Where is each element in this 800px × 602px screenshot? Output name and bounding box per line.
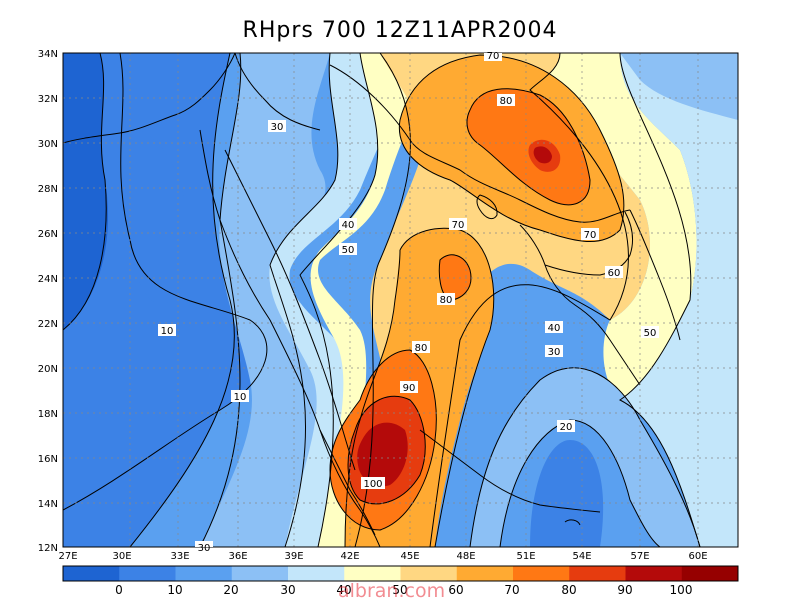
colorbar-tick: 100: [670, 583, 693, 597]
contour-label: 80: [412, 341, 430, 354]
svg-text:10: 10: [234, 392, 247, 403]
svg-text:20: 20: [560, 422, 573, 433]
lon-label: 51E: [516, 551, 535, 562]
contour-label: 70: [581, 228, 599, 241]
colorbar-swatch: [175, 566, 233, 581]
colorbar-swatch: [400, 566, 458, 581]
colorbar-tick: 10: [167, 583, 182, 597]
lat-label: 26N: [38, 229, 58, 240]
svg-text:40: 40: [548, 323, 561, 334]
lat-label: 32N: [38, 94, 58, 105]
contour-label: 70: [449, 218, 467, 231]
contour-label: 80: [437, 293, 455, 306]
svg-text:50: 50: [644, 328, 657, 339]
lat-label: 14N: [38, 499, 58, 510]
coastlines: [63, 53, 681, 547]
svg-text:30: 30: [198, 543, 211, 554]
svg-text:30: 30: [271, 122, 284, 133]
svg-text:10: 10: [161, 326, 174, 337]
lat-label: 24N: [38, 274, 58, 285]
contour-label: 30: [545, 345, 563, 358]
lon-label: 30E: [112, 551, 131, 562]
lat-label: 20N: [38, 364, 58, 375]
map-frame: [62, 52, 739, 548]
lon-label: 33E: [170, 551, 189, 562]
gridlines: [63, 53, 738, 547]
colorbar-tick: 80: [561, 583, 576, 597]
contour-label: 30: [195, 541, 213, 554]
colorbar-tick: 90: [617, 583, 632, 597]
lon-label: 36E: [228, 551, 247, 562]
watermark: albran.com: [338, 580, 446, 602]
svg-text:80: 80: [500, 96, 513, 107]
svg-text:70: 70: [584, 230, 597, 241]
colorbar-swatch: [119, 566, 176, 581]
colorbar-tick: 50: [392, 583, 407, 597]
colorbar-tick: 20: [223, 583, 238, 597]
latitude-labels: 12N 14N 16N 18N 20N 22N 24N 26N 28N 30N …: [38, 49, 58, 554]
lon-label: 54E: [572, 551, 591, 562]
svg-text:40: 40: [342, 220, 355, 231]
lon-label: 48E: [456, 551, 475, 562]
contour-label: 30: [268, 120, 286, 133]
lat-label: 16N: [38, 454, 58, 465]
svg-text:50: 50: [342, 245, 355, 256]
contour-lines: [63, 53, 701, 547]
contour-value-labels: 10 10 20 30 30 30 40 40 50 50 60 70 70 7…: [158, 51, 659, 554]
lat-label: 34N: [38, 49, 58, 60]
colorbar-frame: [62, 565, 739, 582]
lon-label: 39E: [284, 551, 303, 562]
colorbar-tick-labels: 0 10 20 30 40 50 60 70 80 90 100: [115, 583, 692, 597]
lat-label: 30N: [38, 139, 58, 150]
contour-label: 20: [557, 420, 575, 433]
svg-text:100: 100: [363, 479, 382, 490]
contour-label: 90: [400, 381, 418, 394]
colorbar-tick: 0: [115, 583, 123, 597]
colorbar: [62, 565, 739, 582]
colorbar-swatch: [625, 566, 683, 581]
colorbar-swatch: [513, 566, 570, 581]
longitude-labels: 27E 30E 33E 36E 39E 42E 45E 48E 51E 54E …: [58, 551, 707, 562]
lon-label: 42E: [340, 551, 359, 562]
contour-label: 70: [484, 51, 502, 62]
colorbar-swatch: [344, 566, 401, 581]
contour-label: 50: [339, 243, 357, 256]
svg-text:70: 70: [452, 220, 465, 231]
lat-label: 28N: [38, 184, 58, 195]
lat-label: 12N: [38, 543, 58, 554]
contour-label: 100: [361, 477, 385, 490]
contour-label: 40: [339, 218, 357, 231]
contour-label: 40: [545, 321, 563, 334]
svg-text:90: 90: [403, 383, 416, 394]
contour-label: 50: [641, 326, 659, 339]
svg-text:80: 80: [415, 343, 428, 354]
svg-text:30: 30: [548, 347, 561, 358]
lat-label: 22N: [38, 319, 58, 330]
colorbar-tick: 30: [280, 583, 295, 597]
colorbar-swatch: [456, 566, 514, 581]
colorbar-swatch: [681, 566, 739, 581]
colorbar-swatch: [288, 566, 345, 581]
contour-label: 10: [158, 324, 176, 337]
humidity-field: [63, 53, 738, 547]
colorbar-swatch: [231, 566, 289, 581]
lon-label: 57E: [630, 551, 649, 562]
colorbar-swatch: [63, 566, 120, 581]
lon-label: 45E: [400, 551, 419, 562]
contour-label: 10: [231, 390, 249, 403]
colorbar-tick: 70: [504, 583, 519, 597]
lon-label: 60E: [688, 551, 707, 562]
colorbar-tick: 40: [336, 583, 351, 597]
colorbar-swatch: [569, 566, 626, 581]
lat-label: 18N: [38, 409, 58, 420]
svg-text:70: 70: [487, 51, 500, 62]
contour-label: 80: [497, 94, 515, 107]
contour-label: 60: [605, 266, 623, 279]
map-title: RHprs 700 12Z11APR2004: [242, 18, 558, 43]
colorbar-tick: 60: [448, 583, 463, 597]
svg-text:60: 60: [608, 268, 621, 279]
lon-label: 27E: [58, 551, 77, 562]
svg-text:80: 80: [440, 295, 453, 306]
